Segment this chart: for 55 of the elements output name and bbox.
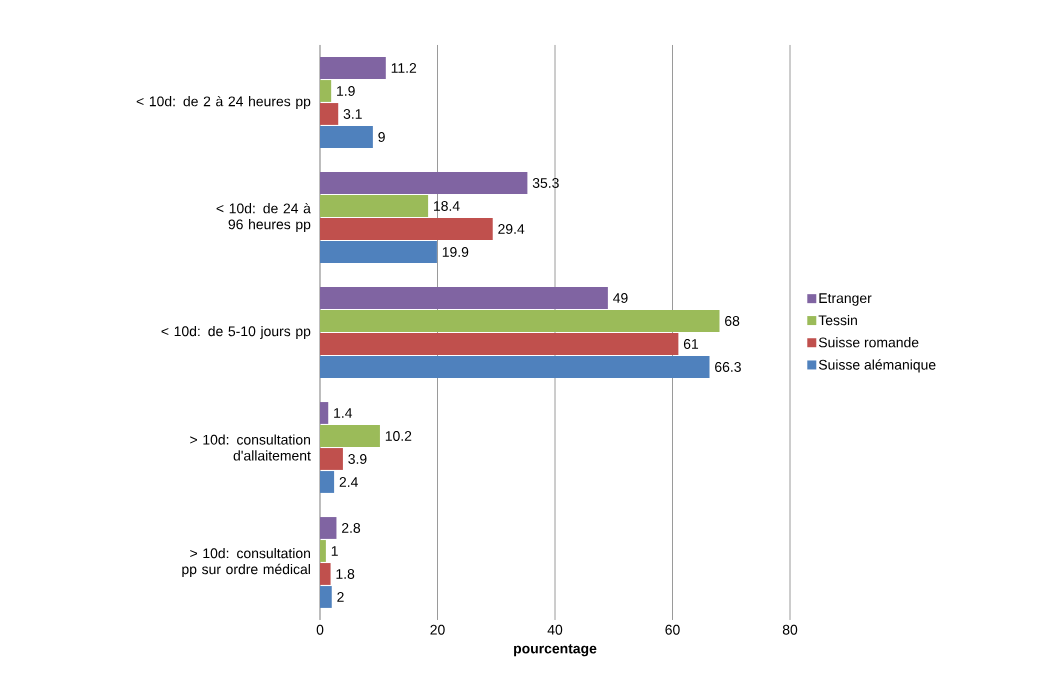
bar	[320, 586, 332, 608]
data-label: 1.9	[337, 86, 355, 96]
data-label: 1	[331, 546, 338, 556]
bar	[320, 310, 720, 332]
x-tick-label: 60	[665, 624, 680, 635]
bar	[320, 172, 528, 194]
data-label: 49	[613, 293, 628, 303]
bar	[320, 103, 339, 125]
y-tick-label: < 10d: de 5-10 jours pp	[161, 325, 311, 339]
data-label: 35.3	[532, 178, 559, 188]
bar	[320, 333, 679, 355]
y-tick-label: > 10d: consultation pp sur ordre médical	[182, 548, 310, 577]
bar	[320, 356, 710, 378]
bar	[320, 448, 343, 470]
data-label: 61	[683, 339, 699, 349]
bar	[320, 241, 437, 263]
data-label: 2	[337, 592, 344, 602]
bar	[320, 218, 493, 240]
bar	[320, 471, 335, 493]
x-axis-title: pourcentage	[514, 644, 597, 657]
bar	[320, 80, 332, 102]
legend-label: Suisse alémanique	[818, 359, 936, 373]
bar	[320, 126, 373, 148]
bar	[320, 540, 326, 562]
data-label: 1.4	[334, 408, 353, 418]
data-label: 3.1	[343, 109, 362, 119]
legend-label: Etranger	[819, 293, 872, 306]
bar	[320, 57, 386, 79]
x-tick-label: 80	[782, 624, 798, 635]
data-label: 18.4	[434, 201, 460, 211]
data-label: 29.4	[498, 224, 525, 234]
bar	[320, 425, 380, 447]
data-label: 10.2	[385, 431, 412, 441]
y-tick-label: > 10d: consultation d'allaitement	[190, 434, 311, 461]
x-tick-label: 0	[316, 624, 324, 635]
legend-label: Suisse romande	[818, 337, 919, 348]
data-label: 19.9	[442, 247, 469, 257]
data-label: 3.9	[348, 454, 367, 464]
data-label: 1.8	[336, 569, 355, 579]
bar	[320, 563, 331, 585]
data-label: 68	[725, 316, 740, 326]
data-label: 66.3	[715, 362, 741, 372]
y-tick-label: < 10d: de 24 à 96 heures pp	[216, 202, 311, 233]
y-tick-label: < 10d: de 2 à 24 heures pp	[136, 95, 311, 110]
bar	[320, 287, 608, 309]
data-label: 2.4	[339, 477, 358, 487]
x-tick-label: 40	[547, 624, 563, 635]
legend-label: Tessin	[818, 314, 857, 326]
x-tick-label: 20	[430, 624, 445, 635]
bar	[320, 195, 429, 217]
data-label: 11.2	[391, 63, 417, 73]
bar	[320, 517, 337, 539]
data-label: 2.8	[342, 523, 361, 533]
bar	[320, 402, 329, 424]
data-label: 9	[378, 132, 385, 142]
